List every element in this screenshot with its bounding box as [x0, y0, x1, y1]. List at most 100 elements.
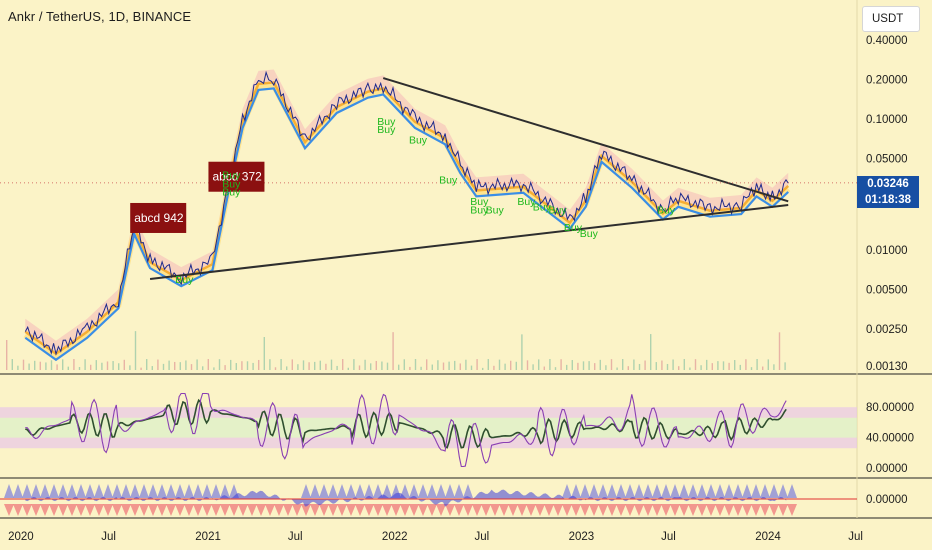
- wave-down-triangle: [409, 504, 419, 516]
- wave-up-triangle: [643, 484, 653, 498]
- wave-down-triangle: [247, 504, 257, 516]
- volume-bar: [118, 363, 120, 370]
- volume-bar: [84, 359, 86, 370]
- volume-bar: [498, 359, 501, 370]
- volume-bar: [588, 361, 590, 370]
- wave-down-triangle: [616, 504, 626, 516]
- buy-signal: Buy: [517, 196, 536, 208]
- volume-bar: [398, 364, 400, 370]
- buy-signal: Buy: [549, 204, 568, 216]
- wave-down-triangle: [4, 504, 14, 516]
- volume-bar: [101, 362, 103, 370]
- wave-up-triangle: [778, 484, 788, 498]
- oscillator-line: [25, 398, 787, 449]
- time-axis-tick: Jul: [474, 531, 489, 543]
- buy-signal: Buy: [486, 204, 505, 216]
- wave-down-triangle: [373, 504, 383, 516]
- wave-up-triangle: [364, 484, 374, 498]
- volume-bar: [633, 359, 635, 370]
- wave-axis-tick: 0.00000: [866, 494, 908, 506]
- wave-down-triangle: [256, 504, 266, 516]
- volume-bar: [650, 334, 652, 370]
- wave-up-triangle: [418, 484, 428, 498]
- volume-bar: [67, 366, 69, 370]
- wave-up-triangle: [337, 484, 347, 498]
- time-axis-tick: Jul: [661, 531, 676, 543]
- wave-down-triangle: [184, 504, 194, 516]
- wave-up-triangle: [445, 484, 455, 498]
- wave-down-triangle: [445, 504, 455, 516]
- volume-bar: [319, 360, 321, 370]
- volume-bar: [196, 359, 198, 370]
- volume-bar: [745, 359, 747, 370]
- pattern-label-text: abcd 942: [134, 211, 184, 225]
- currency-button[interactable]: USDT: [862, 6, 920, 32]
- wave-up-triangle: [724, 484, 734, 498]
- wave-down-triangle: [40, 504, 50, 516]
- wave-up-triangle: [589, 484, 599, 498]
- volume-bar: [364, 359, 366, 370]
- price-axis-tick: 0.40000: [866, 35, 908, 47]
- wave-up-triangle: [733, 484, 743, 498]
- volume-bar: [190, 364, 193, 370]
- volume-bar: [756, 359, 758, 370]
- wave-up-triangle: [625, 484, 635, 498]
- volume-bar: [246, 361, 249, 370]
- volume-bar: [381, 361, 383, 370]
- volume-bar: [566, 364, 568, 370]
- volume-bar: [403, 359, 405, 370]
- wave-down-triangle: [652, 504, 662, 516]
- volume-bar: [515, 361, 517, 370]
- volume-bar: [482, 367, 484, 370]
- volume-bar: [291, 359, 293, 370]
- wave-down-triangle: [679, 504, 689, 516]
- volume-bar: [470, 365, 473, 370]
- wave-up-triangle: [598, 484, 608, 498]
- volume-bar: [571, 360, 573, 370]
- wave-down-triangle: [319, 504, 329, 516]
- volume-bar: [454, 360, 456, 370]
- volume-bar: [39, 361, 41, 370]
- wave-up-triangle: [166, 484, 176, 498]
- pattern-label-box: [130, 202, 187, 233]
- volume-bar: [174, 361, 176, 370]
- volume-bar: [235, 363, 237, 370]
- wave-down-triangle: [382, 504, 392, 516]
- wave-down-triangle: [301, 504, 311, 516]
- volume-bar: [106, 361, 109, 370]
- wave-down-triangle: [454, 504, 464, 516]
- price-axis-tick: 0.20000: [866, 74, 908, 86]
- wave-down-triangle: [175, 504, 185, 516]
- wave-up-triangle: [355, 484, 365, 498]
- volume-bar: [622, 359, 624, 370]
- wave-up-triangle: [409, 484, 419, 498]
- wave-down-triangle: [139, 504, 149, 516]
- volume-bar: [437, 360, 439, 370]
- wave-down-triangle: [544, 504, 554, 516]
- wave-up-triangle: [454, 484, 464, 498]
- wave-up-triangle: [382, 484, 392, 498]
- price-axis-tick: 0.00130: [866, 361, 908, 373]
- volume-bar: [762, 366, 764, 370]
- trendline: [382, 77, 789, 203]
- price-axis-tick: 0.01000: [866, 245, 908, 257]
- volume-bar: [73, 359, 75, 370]
- wave-down-triangle: [274, 504, 284, 516]
- wave-up-triangle: [301, 484, 311, 498]
- wave-down-triangle: [94, 504, 104, 516]
- wave-up-triangle: [310, 484, 320, 498]
- volume-bar: [409, 366, 411, 370]
- time-axis-tick: Jul: [101, 531, 116, 543]
- wave-up-triangle: [130, 484, 140, 498]
- wave-up-triangle: [148, 484, 158, 498]
- price-axis-tick: 0.10000: [866, 114, 908, 126]
- wave-down-triangle: [580, 504, 590, 516]
- volume-bar: [773, 364, 775, 370]
- volume-bar: [129, 365, 131, 370]
- volume-bar: [476, 359, 478, 370]
- volume-bar: [448, 361, 450, 370]
- wave-up-triangle: [652, 484, 662, 498]
- wave-down-triangle: [526, 504, 536, 516]
- wave-up-triangle: [697, 484, 707, 498]
